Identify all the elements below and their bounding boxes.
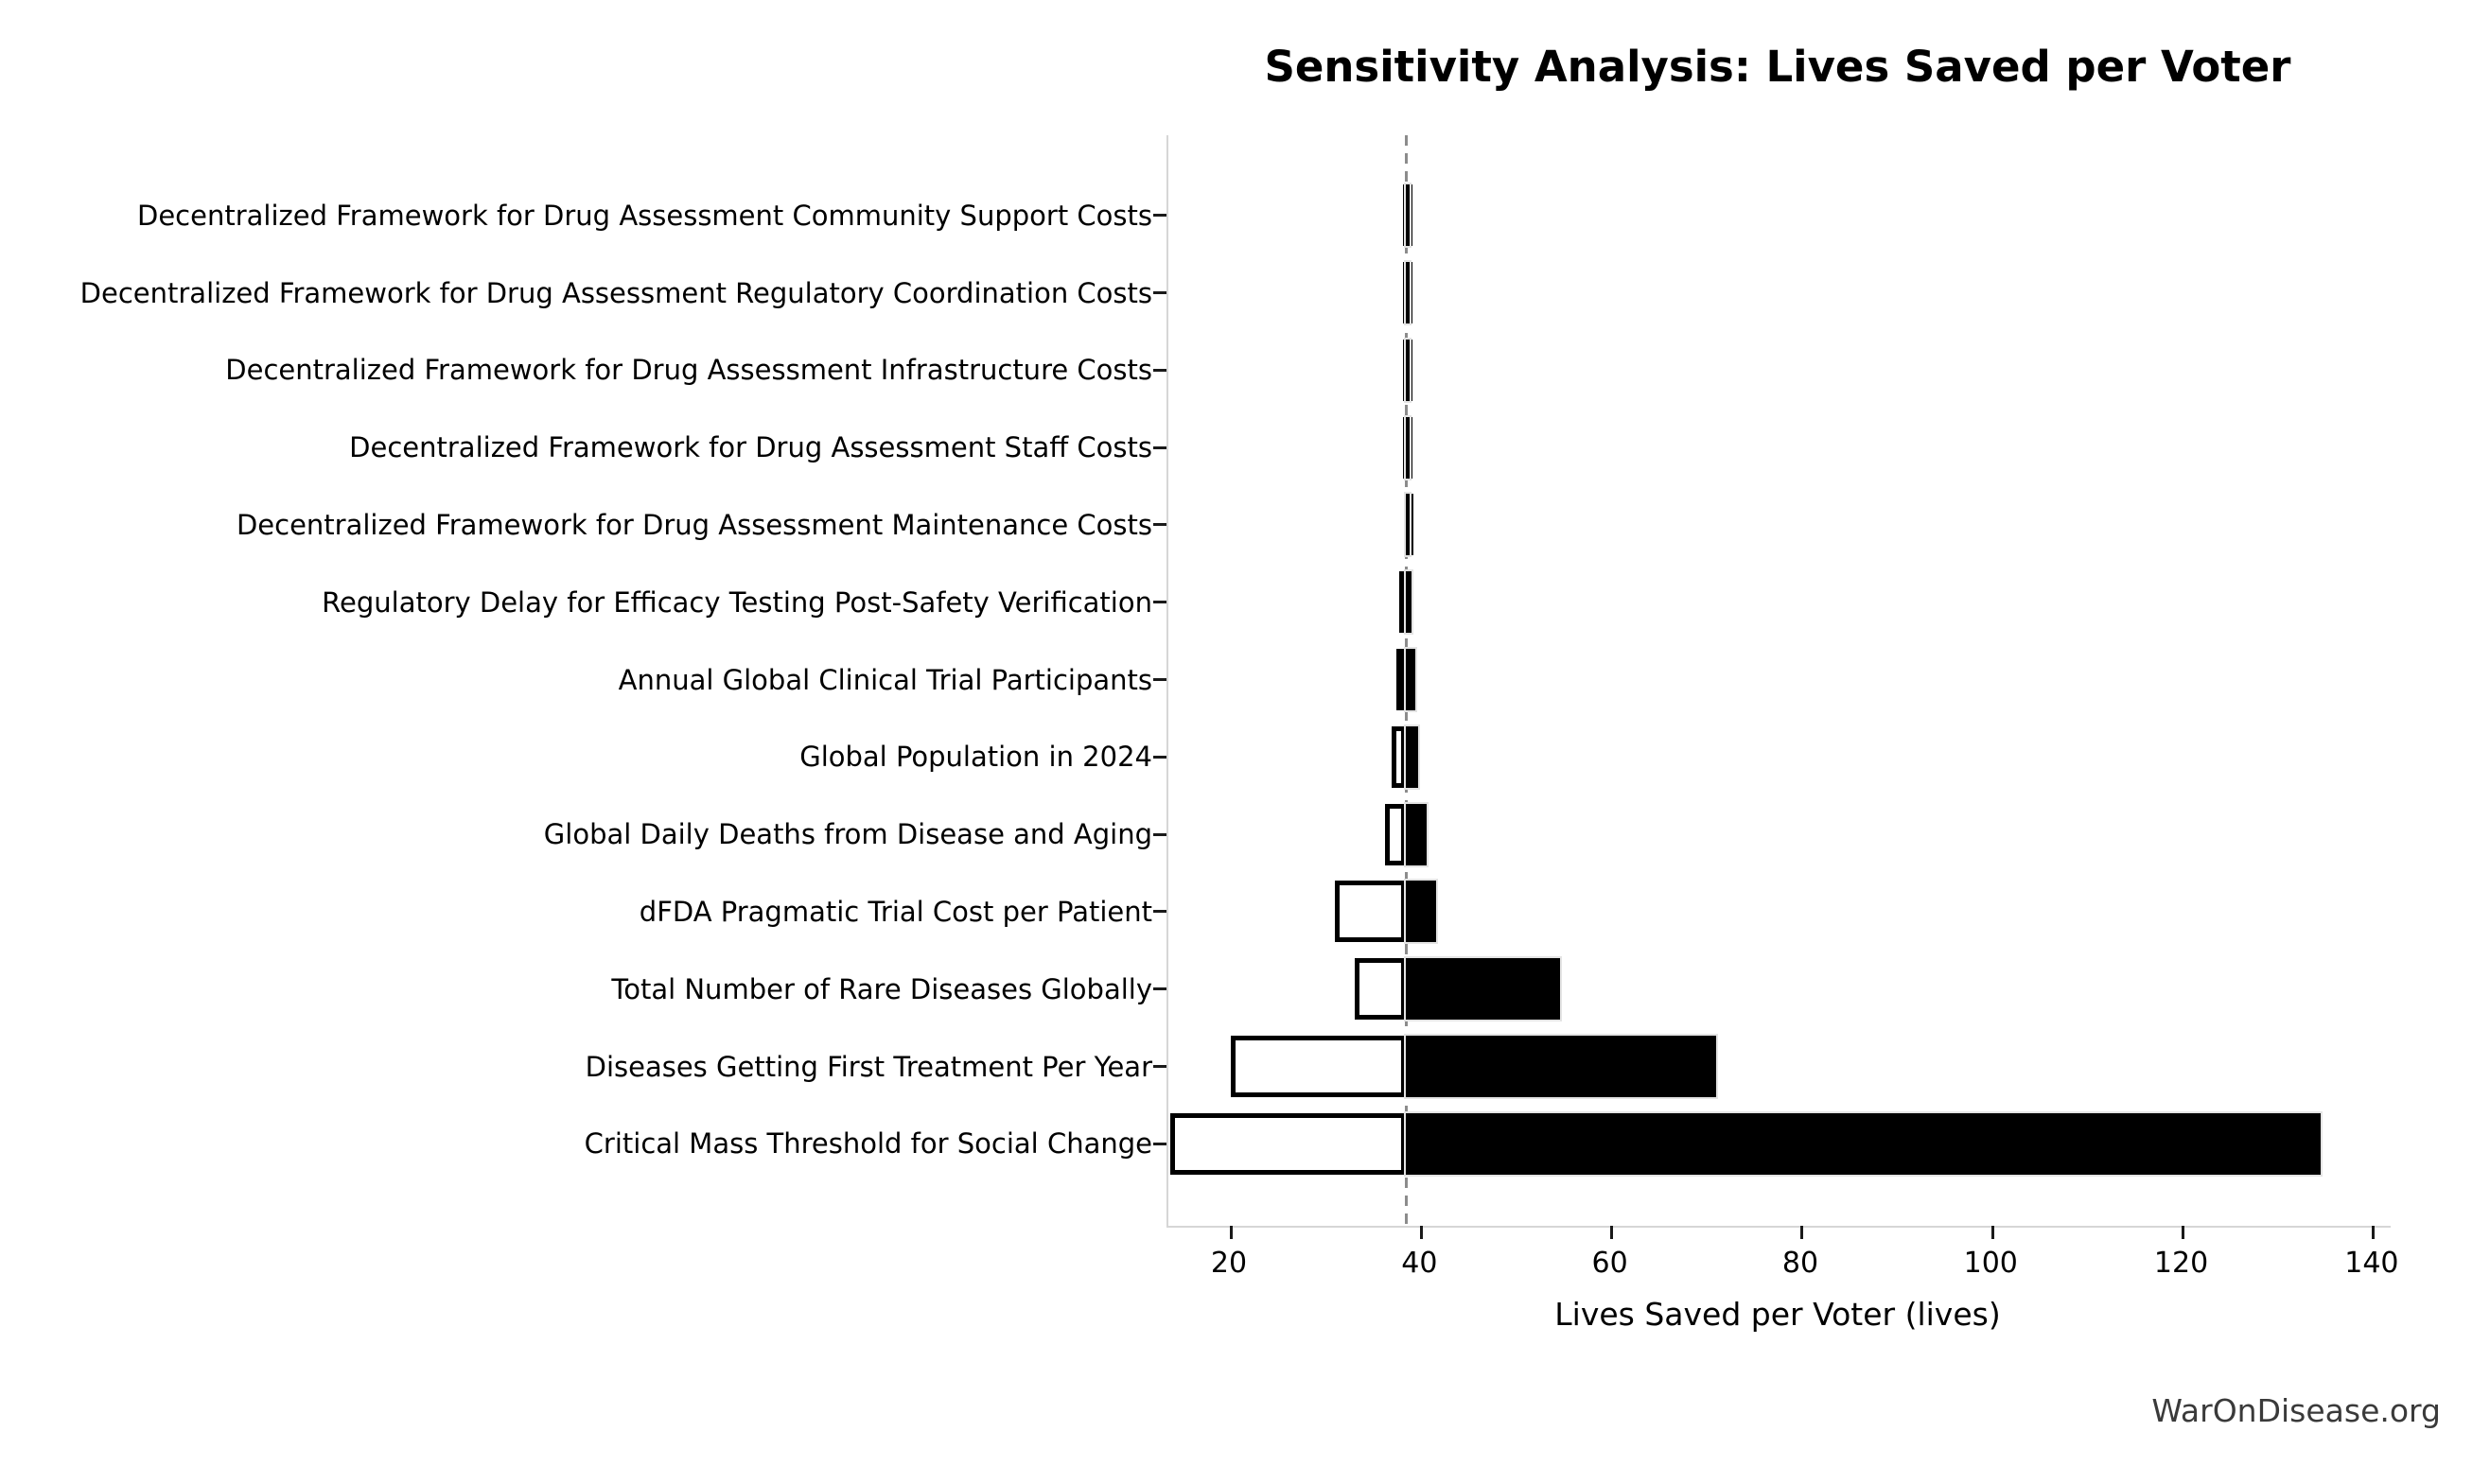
bar-high-estimate	[1406, 803, 1428, 865]
category-label: Decentralized Framework for Drug Assessm…	[349, 431, 1152, 464]
y-tick-mark	[1153, 523, 1166, 527]
plot-area	[1153, 135, 2391, 1239]
y-tick-mark	[1153, 678, 1166, 681]
y-tick-mark	[1153, 1142, 1166, 1145]
x-tick-label: 120	[2153, 1247, 2209, 1280]
x-tick-mark	[2182, 1226, 2185, 1239]
category-label: Critical Mass Threshold for Social Chang…	[584, 1127, 1152, 1161]
category-label: Regulatory Delay for Efficacy Testing Po…	[322, 585, 1152, 619]
category-label: Global Daily Deaths from Disease and Agi…	[543, 818, 1152, 851]
bar-high-estimate	[1406, 184, 1411, 247]
bar-high-estimate	[1406, 881, 1437, 943]
bar-low-estimate	[1169, 1112, 1407, 1175]
y-tick-mark	[1153, 291, 1166, 294]
bar-high-estimate	[1406, 1036, 1717, 1097]
x-tick-mark	[1229, 1226, 1233, 1239]
y-tick-mark	[1153, 368, 1166, 372]
chart-title: Sensitivity Analysis: Lives Saved per Vo…	[1264, 42, 2291, 92]
bar-high-estimate	[1406, 571, 1412, 634]
x-tick-mark	[2372, 1226, 2376, 1239]
category-label: dFDA Pragmatic Trial Cost per Patient	[639, 895, 1152, 928]
x-tick-mark	[1419, 1226, 1423, 1239]
bar-high-estimate	[1406, 339, 1411, 401]
bar-high-estimate	[1406, 494, 1411, 556]
bar-low-estimate	[1396, 649, 1407, 710]
bar-high-estimate	[1406, 649, 1416, 710]
bar-low-estimate	[1385, 803, 1407, 865]
category-label: Decentralized Framework for Drug Assessm…	[225, 354, 1152, 387]
x-tick-mark	[1610, 1226, 1614, 1239]
bar-low-estimate	[1231, 1036, 1407, 1097]
bar-high-estimate	[1406, 958, 1561, 1021]
x-tick-label: 100	[1963, 1247, 2018, 1280]
x-tick-label: 80	[1781, 1247, 1819, 1280]
y-tick-mark	[1153, 910, 1166, 914]
bar-low-estimate	[1392, 725, 1407, 788]
y-tick-mark	[1153, 601, 1166, 604]
category-label: Diseases Getting First Treatment Per Yea…	[585, 1050, 1152, 1083]
category-label: Decentralized Framework for Drug Assessm…	[79, 276, 1152, 309]
x-tick-mark	[1990, 1226, 1994, 1239]
bar-high-estimate	[1406, 1112, 2321, 1175]
x-axis-label: Lives Saved per Voter (lives)	[1554, 1296, 2001, 1333]
y-tick-mark	[1153, 755, 1166, 759]
x-tick-label: 20	[1210, 1247, 1248, 1280]
y-tick-mark	[1153, 214, 1166, 218]
bar-high-estimate	[1406, 416, 1411, 479]
bar-low-estimate	[1354, 958, 1407, 1021]
category-label: Decentralized Framework for Drug Assessm…	[137, 199, 1152, 232]
category-label: Annual Global Clinical Trial Participant…	[618, 663, 1152, 696]
bar-high-estimate	[1406, 725, 1419, 788]
x-tick-label: 40	[1401, 1247, 1438, 1280]
category-label: Total Number of Rare Diseases Globally	[611, 972, 1152, 1005]
watermark-text: WarOnDisease.org	[2151, 1392, 2441, 1429]
bar-high-estimate	[1406, 262, 1411, 323]
y-tick-mark	[1153, 1065, 1166, 1068]
x-tick-label: 140	[2344, 1247, 2399, 1280]
x-tick-mark	[1800, 1226, 1804, 1239]
y-tick-mark	[1153, 445, 1166, 449]
bar-low-estimate	[1334, 881, 1407, 943]
category-label: Decentralized Framework for Drug Assessm…	[236, 508, 1152, 541]
x-tick-label: 60	[1591, 1247, 1628, 1280]
y-tick-mark	[1153, 832, 1166, 836]
category-label: Global Population in 2024	[799, 741, 1152, 774]
y-tick-mark	[1153, 987, 1166, 991]
